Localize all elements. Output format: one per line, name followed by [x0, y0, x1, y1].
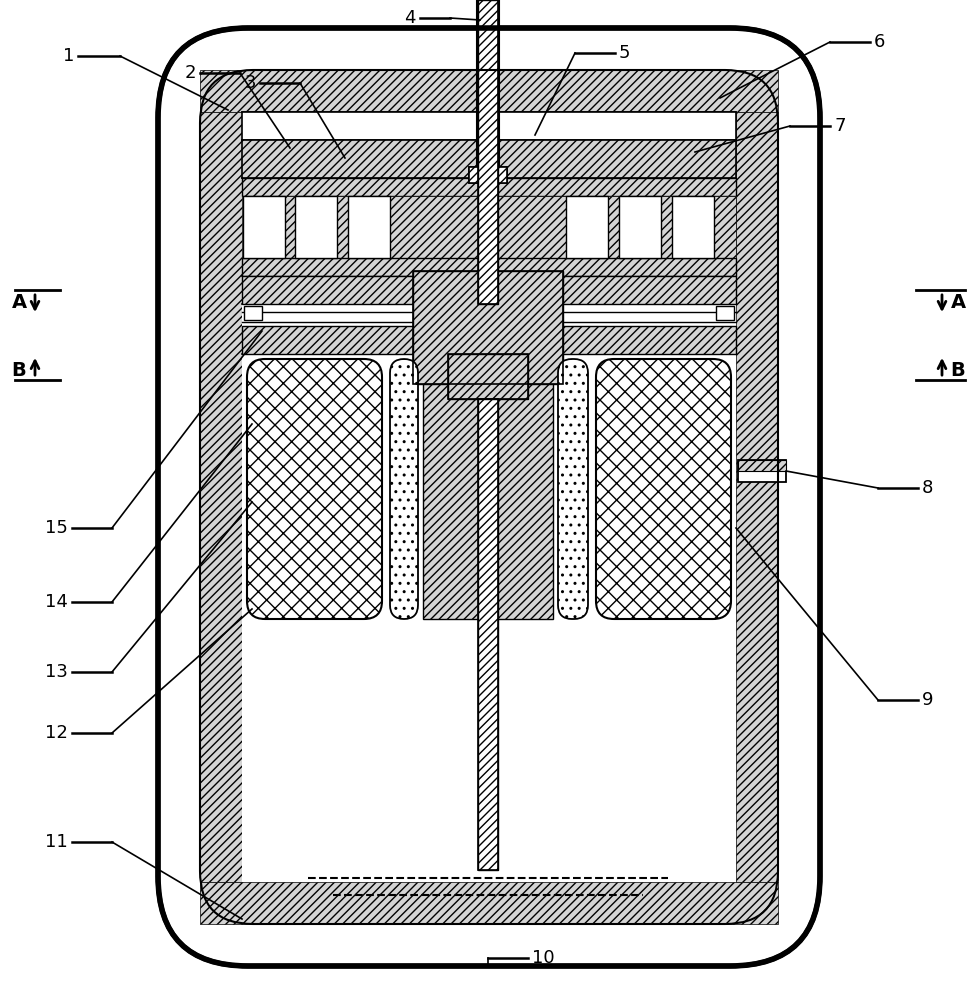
Text: 11: 11: [45, 833, 68, 851]
Bar: [200, 70, 778, 112]
Bar: [243, 196, 285, 258]
Text: 9: 9: [922, 691, 933, 709]
Text: 6: 6: [874, 33, 885, 51]
Bar: [714, 196, 736, 258]
Text: A: A: [12, 292, 26, 312]
Bar: [200, 112, 242, 882]
Bar: [244, 306, 262, 320]
Bar: [469, 167, 507, 183]
Text: 2: 2: [184, 64, 196, 82]
Bar: [413, 271, 563, 384]
Bar: [736, 112, 778, 882]
Bar: [242, 178, 736, 196]
Text: 14: 14: [45, 593, 68, 611]
Bar: [619, 196, 661, 258]
Bar: [337, 196, 348, 258]
Text: 5: 5: [619, 44, 630, 62]
Bar: [242, 112, 736, 140]
Text: 8: 8: [922, 479, 933, 497]
Bar: [477, 0, 499, 175]
Bar: [348, 196, 390, 258]
FancyBboxPatch shape: [390, 359, 418, 619]
Text: A: A: [951, 292, 965, 312]
Bar: [448, 354, 528, 399]
Bar: [478, 0, 498, 304]
Text: 4: 4: [404, 9, 416, 27]
Text: 10: 10: [532, 949, 554, 967]
Text: B: B: [951, 360, 965, 379]
Text: 1: 1: [62, 47, 74, 65]
Bar: [608, 196, 619, 258]
Text: 7: 7: [834, 117, 845, 135]
Bar: [478, 399, 498, 870]
Text: B: B: [12, 360, 26, 379]
FancyBboxPatch shape: [247, 359, 382, 619]
Bar: [242, 276, 736, 304]
Bar: [285, 196, 295, 258]
Bar: [448, 354, 528, 399]
Bar: [295, 196, 337, 258]
Bar: [242, 258, 736, 276]
FancyBboxPatch shape: [558, 359, 588, 619]
Bar: [478, 399, 498, 870]
Bar: [716, 306, 734, 320]
Bar: [661, 196, 672, 258]
Bar: [566, 196, 608, 258]
Text: 3: 3: [245, 74, 256, 92]
Bar: [242, 140, 736, 178]
Bar: [672, 196, 714, 258]
Text: 12: 12: [45, 724, 68, 742]
FancyBboxPatch shape: [158, 28, 820, 966]
Text: 13: 13: [45, 663, 68, 681]
Bar: [200, 882, 778, 924]
Text: 15: 15: [45, 519, 68, 537]
Bar: [390, 196, 566, 258]
Bar: [469, 167, 507, 183]
FancyBboxPatch shape: [596, 359, 731, 619]
Bar: [477, 0, 499, 175]
Bar: [242, 196, 243, 258]
Bar: [738, 460, 786, 482]
Bar: [413, 271, 563, 384]
Bar: [242, 112, 736, 882]
Bar: [242, 326, 736, 354]
Bar: [478, 0, 498, 304]
Bar: [738, 460, 786, 471]
Bar: [423, 359, 553, 619]
